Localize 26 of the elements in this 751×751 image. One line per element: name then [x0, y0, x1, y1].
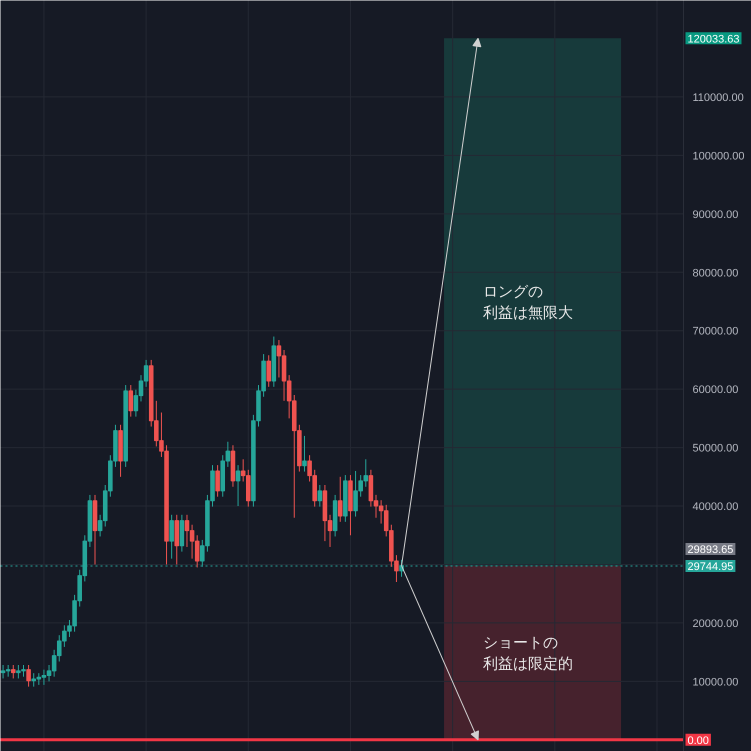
y-tick-label: 80000.00 — [692, 267, 738, 280]
annotation: 120033.63 — [688, 33, 740, 46]
band-label: ショートの利益は限定的 — [482, 634, 573, 672]
ref-line-label: 0.00 — [688, 734, 709, 747]
y-tick-label: 100000.00 — [692, 150, 744, 162]
y-tick-label: 110000.00 — [692, 92, 744, 104]
candlestick — [338, 476, 343, 522]
candlestick — [236, 464, 240, 507]
candlestick — [266, 354, 271, 388]
annotation: 29893.65 — [688, 544, 734, 556]
candlestick — [318, 484, 322, 508]
band-label: ロングの利益は無限大 — [482, 284, 573, 322]
y-tick-label: 10000.00 — [692, 676, 738, 688]
ref-line-label: 29744.95 — [688, 560, 734, 573]
y-tick-label: 50000.00 — [692, 442, 738, 455]
y-tick-label: 40000.00 — [692, 501, 738, 514]
candlestick — [10, 664, 16, 679]
candlestick — [26, 664, 31, 688]
candlestick — [215, 464, 220, 498]
y-tick-label: 90000.00 — [692, 208, 738, 221]
candlestick — [169, 514, 174, 560]
candlestick — [302, 435, 307, 472]
candlestick — [128, 384, 134, 418]
y-tick-label: 60000.00 — [692, 384, 738, 396]
y-tick-label: 20000.00 — [692, 618, 738, 630]
y-tick-label: 70000.00 — [692, 326, 738, 338]
